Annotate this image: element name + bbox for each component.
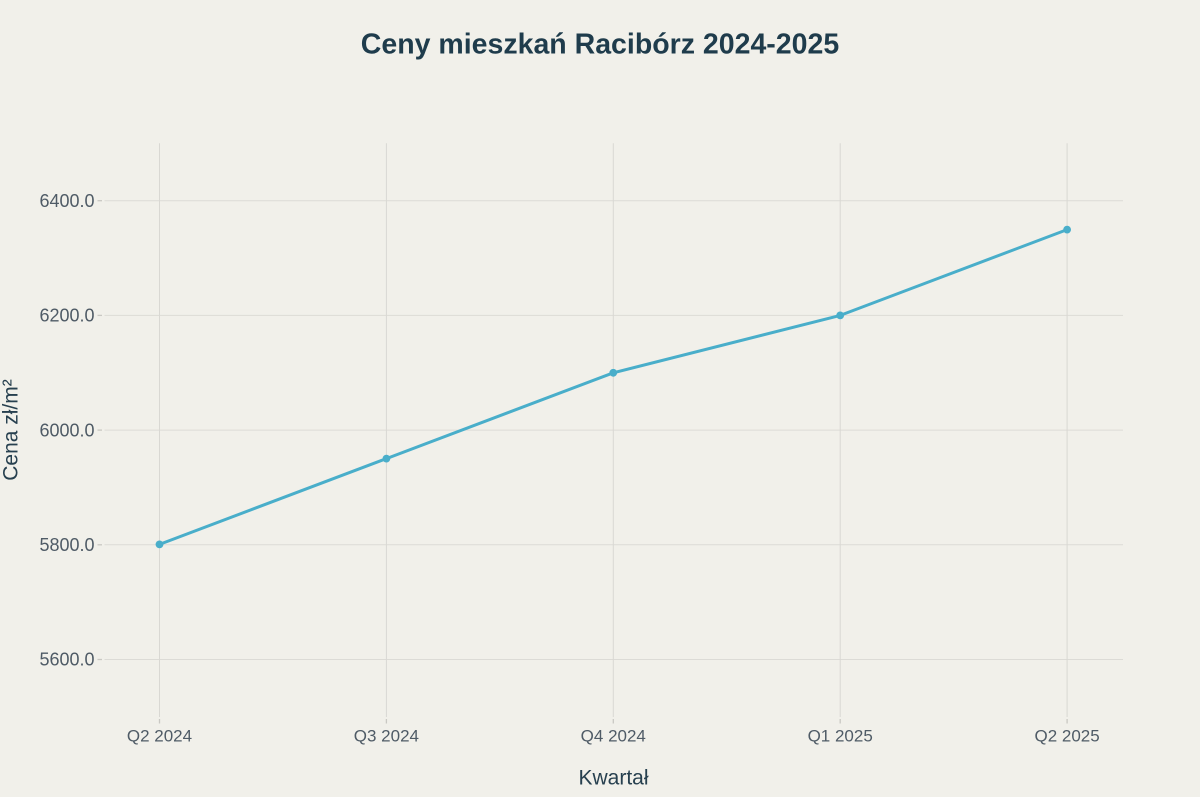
svg-text:Cena zł/m²: Cena zł/m² <box>0 379 23 481</box>
svg-text:Q3 2024: Q3 2024 <box>354 727 419 746</box>
svg-text:Q2 2024: Q2 2024 <box>127 727 192 746</box>
svg-text:6200.0: 6200.0 <box>39 306 94 326</box>
svg-text:Kwartał: Kwartał <box>578 767 648 790</box>
svg-text:Q2 2025: Q2 2025 <box>1034 727 1099 746</box>
svg-text:5600.0: 5600.0 <box>39 650 94 670</box>
svg-text:6400.0: 6400.0 <box>39 191 94 211</box>
svg-text:5800.0: 5800.0 <box>39 535 94 555</box>
svg-text:6000.0: 6000.0 <box>39 420 94 440</box>
svg-text:Q1 2025: Q1 2025 <box>808 727 873 746</box>
svg-text:Ceny mieszkań Racibórz 2024-20: Ceny mieszkań Racibórz 2024-2025 <box>361 29 840 61</box>
svg-text:Q4 2024: Q4 2024 <box>581 727 646 746</box>
